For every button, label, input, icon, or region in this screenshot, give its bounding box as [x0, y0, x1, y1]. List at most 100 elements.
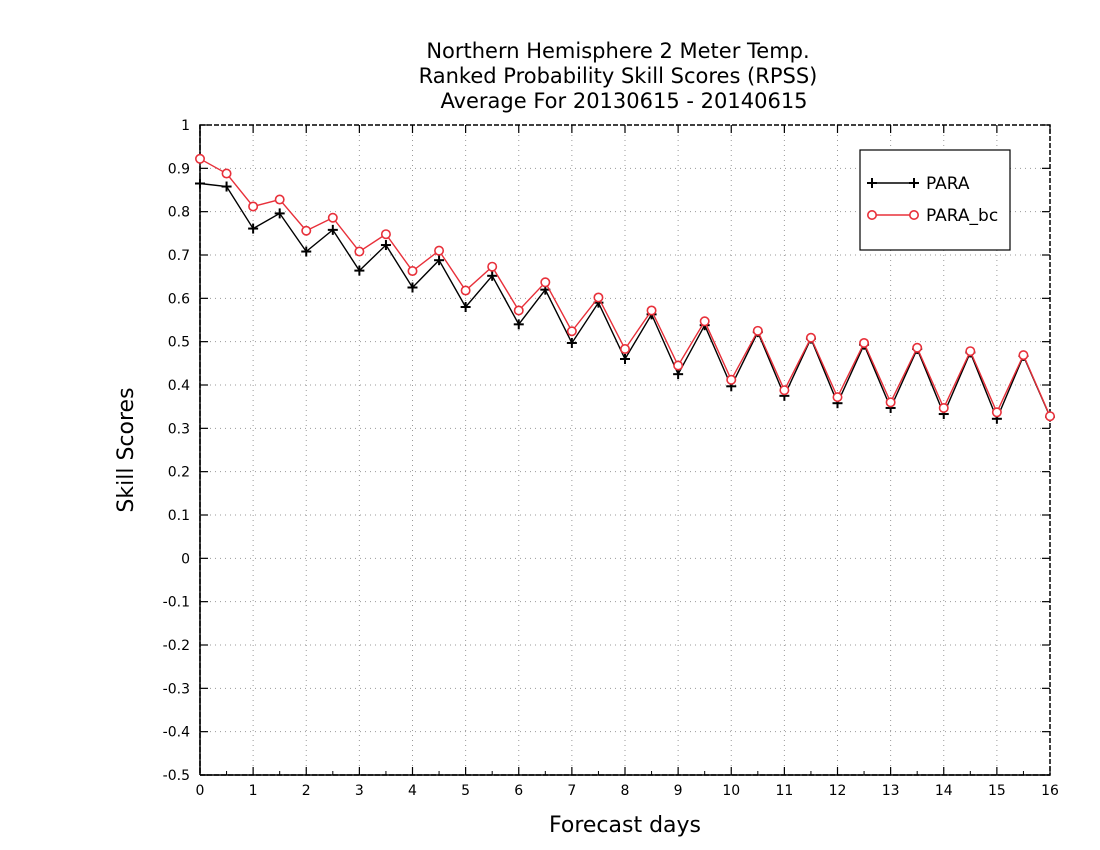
y-tick-label: -0.4 [163, 725, 190, 741]
legend: PARA PARA_bc [859, 149, 1011, 251]
data-point [221, 181, 232, 192]
y-tick-label: 0 [181, 551, 190, 567]
x-tick-label: 3 [355, 783, 364, 799]
data-point [301, 246, 312, 257]
y-tick-label: 0.2 [168, 465, 190, 481]
data-point [274, 194, 285, 205]
data-point [460, 285, 471, 296]
x-tick-label: 7 [567, 783, 576, 799]
y-axis-title: Skill Scores [114, 387, 139, 512]
data-point [434, 245, 445, 256]
data-point [646, 305, 657, 316]
data-point [434, 255, 445, 266]
data-point [885, 397, 896, 408]
axes: 0 1 2 3 4 5 6 7 8 9 10 11 12 13 14 15 1610.90.80.70.60.5… [163, 118, 1059, 799]
x-tick-label: 15 [988, 783, 1006, 799]
legend-item-para-bc: PARA_bc [866, 206, 998, 226]
data-point [593, 292, 604, 303]
data-point [779, 385, 790, 396]
y-tick-label: -0.2 [163, 638, 190, 654]
data-point [991, 407, 1002, 418]
x-tick-label: 10 [722, 783, 740, 799]
legend-marker [909, 178, 919, 188]
data-point [566, 326, 577, 337]
legend-marker [908, 210, 919, 221]
y-tick-label: -0.1 [163, 595, 190, 611]
data-point [221, 168, 232, 179]
data-point [248, 223, 259, 234]
grid [200, 125, 1050, 775]
y-tick-label: -0.5 [163, 768, 190, 784]
y-tick-label: 0.9 [168, 161, 190, 177]
title-line-1: Northern Hemisphere 2 Meter Temp. [426, 39, 809, 63]
title-line-2: Ranked Probability Skill Scores (RPSS) [419, 64, 818, 88]
x-tick-label: 0 [196, 783, 205, 799]
x-tick-label: 1 [249, 783, 258, 799]
data-point [832, 392, 843, 403]
data-point [195, 153, 206, 164]
data-point [859, 337, 870, 348]
data-point [1045, 411, 1056, 422]
data-point [513, 319, 524, 330]
y-tick-label: 0.7 [168, 248, 190, 264]
data-point [407, 266, 418, 277]
y-tick-label: -0.3 [163, 681, 190, 697]
x-tick-label: 8 [621, 783, 630, 799]
y-tick-label: 0.3 [168, 421, 190, 437]
chart-title: Northern Hemisphere 2 Meter Temp. Ranked… [419, 39, 818, 113]
data-point [301, 225, 312, 236]
data-point [380, 229, 391, 240]
x-tick-label: 12 [829, 783, 847, 799]
data-point [274, 208, 285, 219]
x-tick-label: 14 [935, 783, 953, 799]
data-point [540, 277, 551, 288]
legend-box [859, 149, 1011, 251]
data-point [805, 332, 816, 343]
data-point [726, 374, 737, 385]
y-tick-label: 0.6 [168, 291, 190, 307]
data-point [354, 246, 365, 257]
x-tick-label: 13 [882, 783, 900, 799]
data-point [752, 325, 763, 336]
data-point [938, 402, 949, 413]
x-tick-label: 11 [775, 783, 793, 799]
y-tick-label: 0.5 [168, 335, 190, 351]
legend-marker [866, 210, 877, 221]
title-line-3: Average For 20130615 - 20140615 [440, 89, 807, 113]
data-point [566, 337, 577, 348]
y-tick-label: 1 [181, 118, 190, 134]
x-tick-label: 6 [514, 783, 523, 799]
x-tick-label: 16 [1041, 783, 1059, 799]
data-point [407, 282, 418, 293]
data-point [487, 261, 498, 272]
data-point [673, 369, 684, 380]
x-tick-label: 4 [408, 783, 417, 799]
series-para-bc [195, 153, 1056, 422]
data-point [513, 305, 524, 316]
data-point [327, 212, 338, 223]
x-tick-label: 9 [674, 783, 683, 799]
data-point [354, 265, 365, 276]
data-point [327, 224, 338, 235]
legend-item-para: PARA [867, 174, 970, 194]
data-point [195, 178, 205, 189]
data-point [673, 360, 684, 371]
series [195, 153, 1056, 424]
y-tick-label: 0.8 [168, 205, 190, 221]
data-point [699, 316, 710, 327]
data-point [965, 346, 976, 357]
data-point [248, 201, 259, 212]
data-point [619, 344, 630, 355]
data-point [1018, 350, 1029, 361]
legend-label: PARA [926, 174, 970, 194]
data-point [620, 354, 630, 364]
data-point [460, 302, 471, 312]
legend-label: PARA_bc [926, 206, 998, 226]
data-point [912, 342, 923, 353]
data-point [487, 270, 498, 281]
y-tick-label: 0.4 [168, 378, 190, 394]
y-tick-label: 0.1 [168, 508, 190, 524]
legend-marker [867, 178, 877, 188]
x-tick-label: 5 [461, 783, 470, 799]
